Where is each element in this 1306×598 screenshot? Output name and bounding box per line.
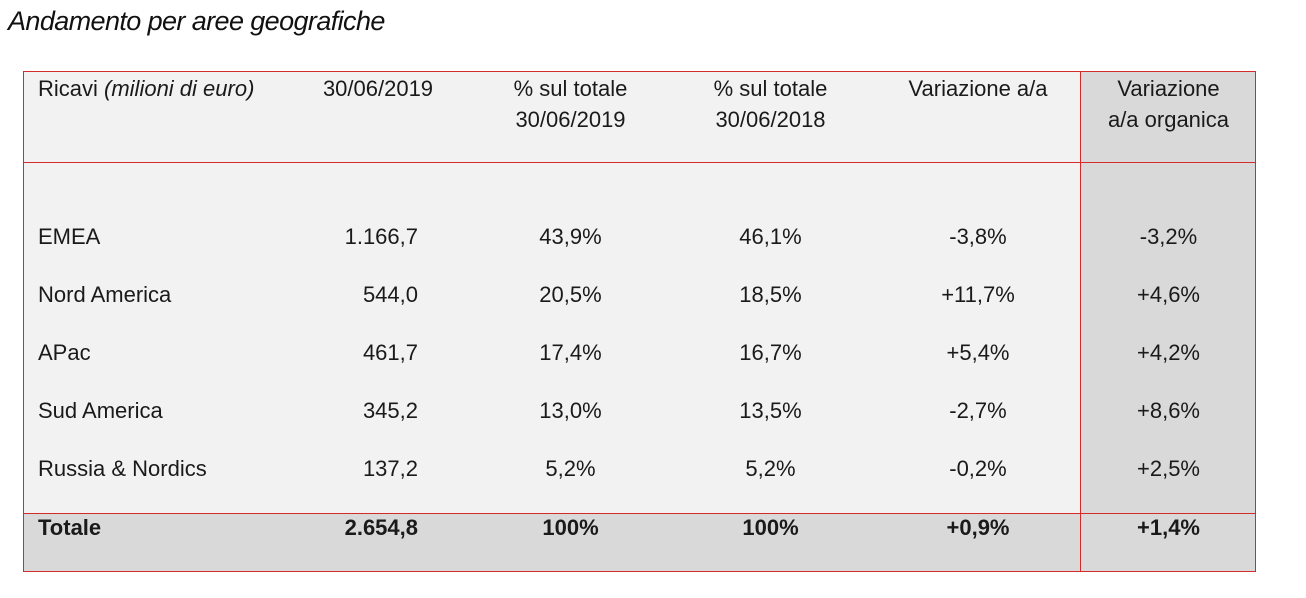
row-ricavi: 345,2 (362, 398, 418, 423)
header-pct-2019-line2: 30/06/2019 (515, 107, 626, 132)
header-pct-2019-line1: % sul totale (513, 76, 628, 101)
header-ricavi: Ricavi (milioni di euro) (38, 73, 254, 105)
header-date: 30/06/2019 (322, 76, 434, 101)
table-background (23, 71, 1081, 572)
row-ricavi: 461,7 (362, 340, 418, 365)
total-pct-2018: 100% (742, 515, 799, 540)
row-variazione: -3,8% (949, 224, 1007, 249)
row-variazione: +5,4% (946, 340, 1010, 365)
table-border (23, 71, 1256, 572)
row-pct-2018: 13,5% (739, 398, 802, 423)
row-area: Sud America (38, 398, 163, 423)
row-ricavi: 1.166,7 (344, 224, 418, 249)
row-variazione: +11,7% (941, 282, 1015, 307)
organic-column-divider (1080, 71, 1081, 572)
row-pct-2019: 17,4% (539, 340, 602, 365)
row-pct-2019: 43,9% (539, 224, 602, 249)
total-row-background (23, 513, 1081, 572)
row-variazione-organica: +4,6% (1137, 282, 1200, 307)
row-ricavi: 137,2 (362, 456, 418, 481)
header-ricavi-label: Ricavi (38, 76, 105, 101)
row-pct-2019: 20,5% (539, 282, 602, 307)
row-variazione-organica: +4,2% (1137, 340, 1200, 365)
header-pct-2018-line2: 30/06/2018 (715, 107, 826, 132)
revenue-table: Ricavi (milioni di euro) 30/06/2019 % su… (23, 71, 1256, 572)
row-area: Russia & Nordics (38, 456, 207, 481)
row-pct-2018: 18,5% (739, 282, 802, 307)
header-variazione-organica-line2: a/a organica (1107, 107, 1230, 132)
total-ricavi: 2.654,8 (344, 515, 418, 540)
row-pct-2018: 5,2% (745, 456, 796, 481)
total-variazione-organica: +1,4% (1137, 515, 1200, 540)
total-label: Totale (38, 515, 102, 540)
row-area: Nord America (38, 282, 172, 307)
row-pct-2018: 46,1% (739, 224, 802, 249)
row-pct-2018: 16,7% (739, 340, 802, 365)
page-title: Andamento per aree geografiche (8, 6, 385, 36)
row-ricavi: 544,0 (362, 282, 418, 307)
row-variazione: -2,7% (949, 398, 1007, 423)
header-pct-2018-line1: % sul totale (713, 76, 828, 101)
total-variazione: +0,9% (946, 515, 1010, 540)
header-ricavi-unit: (milioni di euro) (104, 76, 255, 101)
row-area: APac (38, 340, 91, 365)
row-variazione: -0,2% (949, 456, 1007, 481)
header-variazione: Variazione a/a (908, 76, 1048, 101)
header-variazione-organica-line1: Variazione (1117, 76, 1220, 101)
row-area: EMEA (38, 224, 101, 249)
row-variazione-organica: +8,6% (1137, 398, 1200, 423)
total-pct-2019: 100% (542, 515, 599, 540)
row-pct-2019: 5,2% (545, 456, 596, 481)
row-variazione-organica: -3,2% (1139, 224, 1198, 249)
row-variazione-organica: +2,5% (1137, 456, 1200, 481)
header-divider (23, 162, 1256, 163)
row-pct-2019: 13,0% (539, 398, 602, 423)
total-divider (23, 513, 1256, 514)
organic-column-background (1081, 71, 1256, 572)
